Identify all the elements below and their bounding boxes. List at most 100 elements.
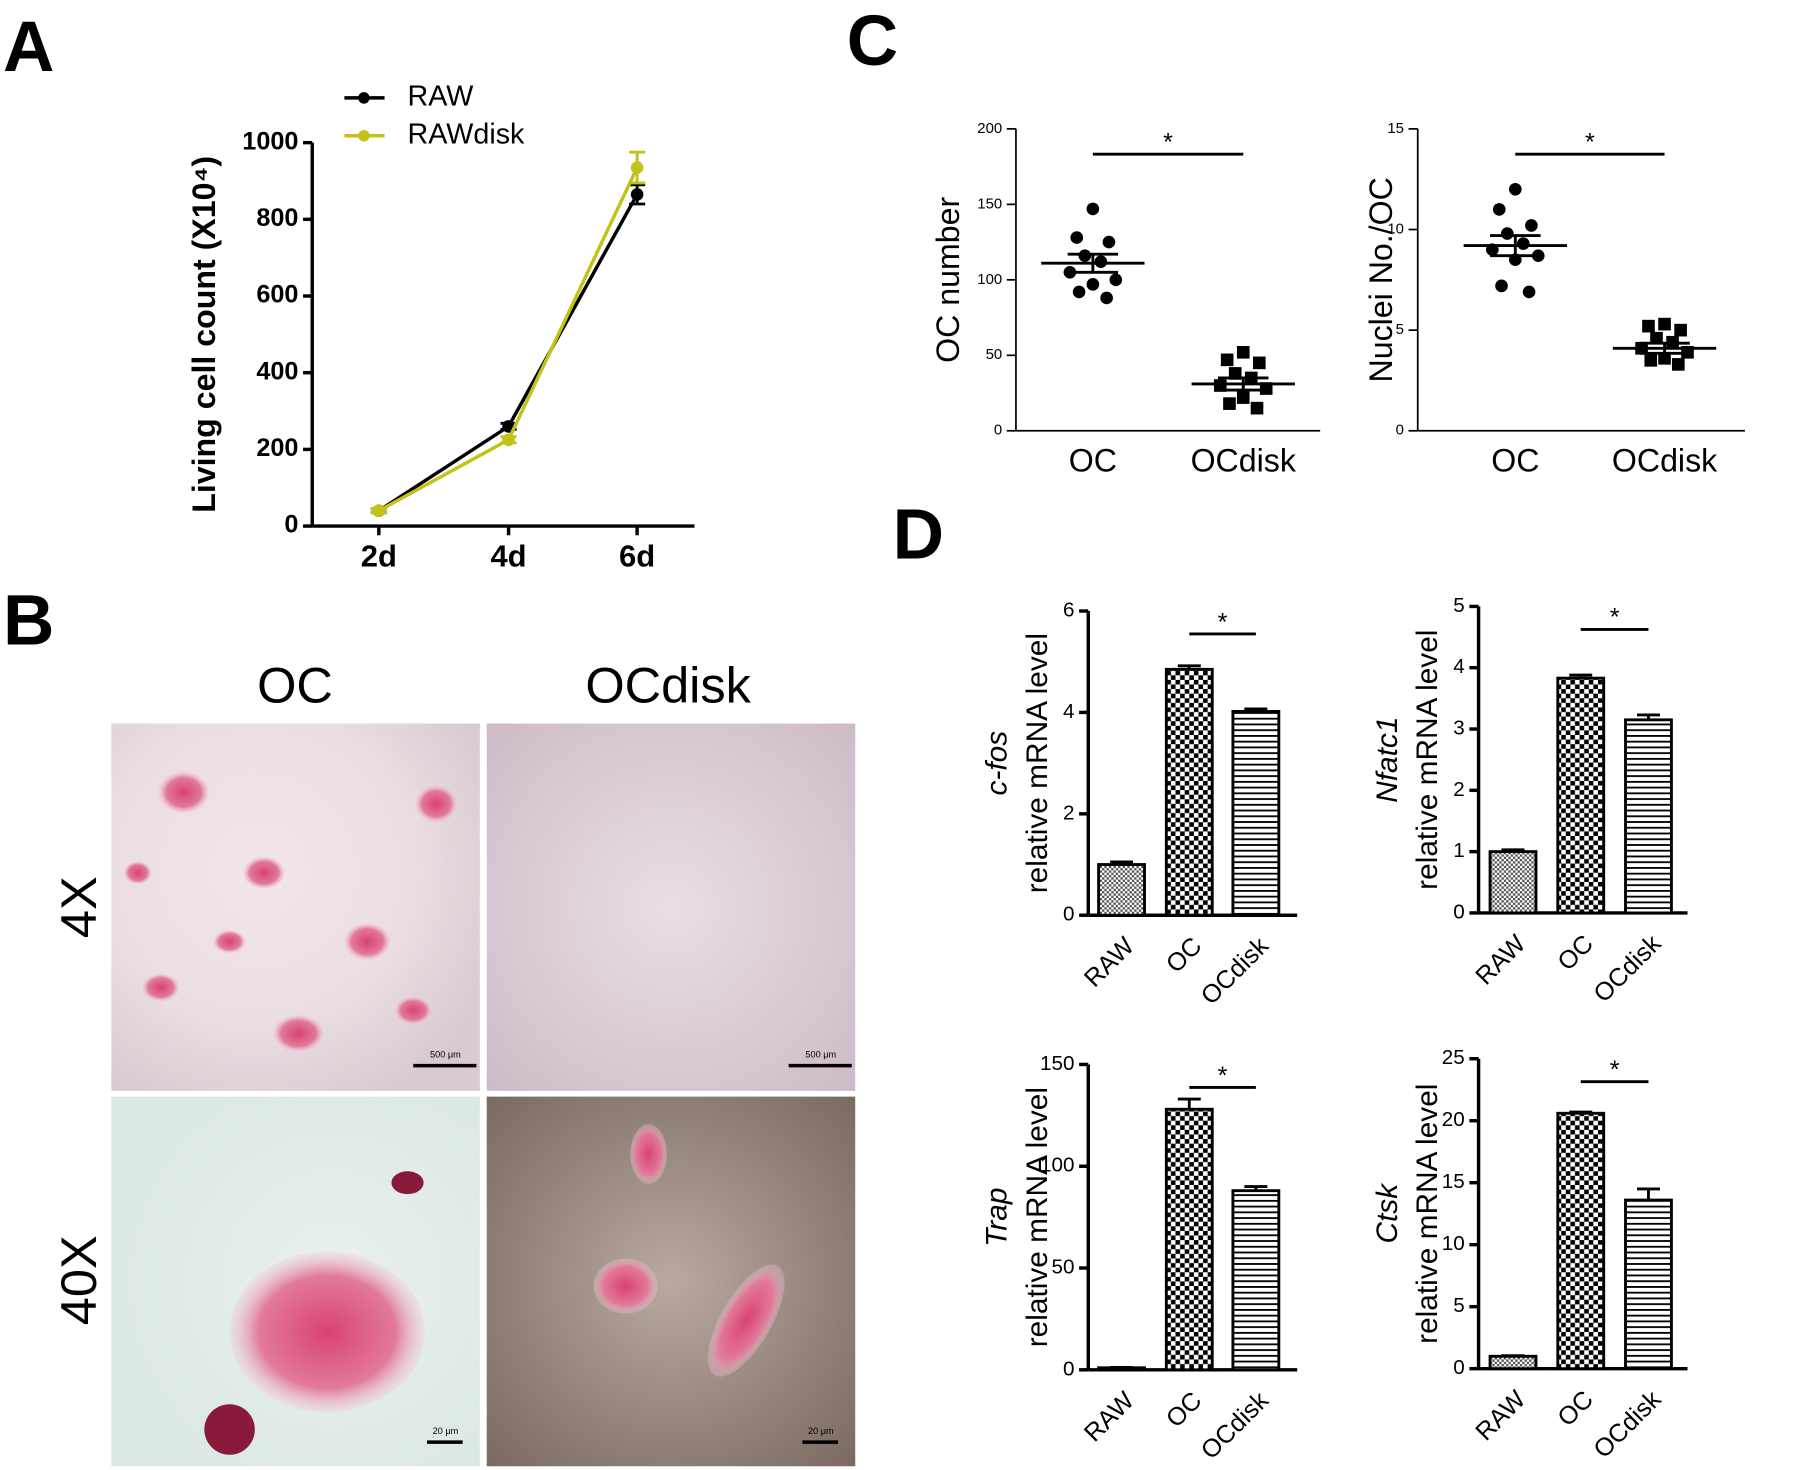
significance-label: * — [1163, 128, 1173, 156]
point — [502, 433, 515, 447]
point — [1070, 231, 1084, 244]
y-tick-label: 4 — [1063, 700, 1074, 723]
scale-bar-label: 20 μm — [808, 1426, 834, 1436]
point — [1658, 317, 1671, 331]
point — [1522, 285, 1536, 299]
y-label: relative mRNA level — [1411, 630, 1444, 890]
y-label: relative mRNA level — [1021, 633, 1054, 893]
y-tick-label: 50 — [1052, 1255, 1075, 1278]
panel-label: C — [847, 2, 898, 81]
bar — [1556, 1111, 1606, 1371]
legend-label: RAW — [408, 80, 474, 112]
x-tick-label: OC — [1161, 1387, 1208, 1434]
point — [630, 188, 644, 201]
column-label: OCdisk — [585, 656, 751, 713]
x-tick-label: RAW — [1470, 1385, 1531, 1446]
y-label-gene: c-fos — [981, 731, 1014, 796]
y-label: OC number — [930, 197, 966, 363]
y-label: relative mRNA level — [1021, 1087, 1054, 1347]
point — [1109, 273, 1123, 287]
stained-cell — [593, 1258, 658, 1314]
y-tick-label: 50 — [986, 346, 1003, 363]
point — [1650, 331, 1663, 345]
point — [1086, 278, 1100, 291]
y-tick-label: 6 — [1063, 598, 1074, 621]
x-tick-label: 4d — [490, 538, 526, 573]
scale-bar-label: 500 μm — [430, 1050, 461, 1060]
y-tick-label: 10 — [1387, 220, 1404, 237]
significance-label: * — [1610, 604, 1620, 632]
x-tick-label: OC — [1552, 1385, 1599, 1432]
y-tick-label: 800 — [256, 204, 298, 232]
y-tick-label: 5 — [1396, 321, 1404, 338]
error-bar — [1177, 1097, 1201, 1110]
series-line — [378, 166, 639, 513]
y-label-gene: Ctsk — [1371, 1182, 1404, 1244]
micrographs: OC OCdisk 4X 40X 500 μm 500 μm 20 μm 20 … — [50, 656, 856, 1467]
y-tick-label: 10 — [1442, 1232, 1465, 1255]
y-tick-label: 150 — [977, 195, 1002, 212]
x-tick-label: OC — [1491, 442, 1539, 478]
stained-cells — [123, 771, 457, 1052]
y-label: relative mRNA level — [1411, 1084, 1444, 1344]
x-tick-label: OCdisk — [1191, 442, 1297, 478]
y-tick-label: 20 — [1442, 1108, 1465, 1131]
stained-cell — [229, 1251, 425, 1413]
sem-bar — [1217, 376, 1269, 392]
point — [1517, 237, 1530, 250]
bar — [1231, 709, 1281, 917]
error-bar — [1636, 1187, 1660, 1201]
y-tick-label: 15 — [1387, 120, 1404, 137]
point — [1078, 249, 1092, 262]
series-line — [377, 193, 639, 513]
y-tick-label: 15 — [1442, 1170, 1465, 1193]
significance-label: * — [1610, 1056, 1620, 1084]
row-label: 40X — [50, 1235, 107, 1325]
x-tick-label: OC — [1161, 932, 1208, 979]
x-tick-label: RAW — [1079, 1386, 1140, 1447]
point — [1086, 202, 1100, 216]
y-label: Nuclei No./OC — [1363, 177, 1399, 382]
point — [1500, 227, 1514, 240]
x-tick-label: OCdisk — [1612, 442, 1718, 478]
stained-cell — [707, 1264, 785, 1377]
bar — [1624, 1198, 1673, 1371]
legend-marker — [358, 130, 370, 142]
y-tick-label: 0 — [994, 422, 1002, 439]
y-tick-label: 0 — [1063, 1357, 1074, 1380]
point — [1492, 203, 1506, 216]
y-tick-label: 2 — [1063, 801, 1074, 824]
x-tick-label: OC — [1069, 442, 1117, 478]
y-tick-label: 150 — [1040, 1052, 1074, 1075]
legend-label: RAWdisk — [408, 118, 526, 150]
point — [1094, 255, 1108, 269]
bar — [1097, 863, 1146, 917]
sem-bar — [1490, 234, 1541, 258]
bar — [1488, 1354, 1538, 1371]
y-tick-label: 5 — [1453, 594, 1465, 617]
y-tick-label: 100 — [1040, 1154, 1074, 1177]
y-tick-label: 4 — [1453, 655, 1465, 678]
y-tick-label: 200 — [256, 434, 298, 462]
scale-bar-label: 500 μm — [805, 1050, 836, 1060]
bar — [1097, 1366, 1146, 1372]
y-tick-label: 3 — [1453, 716, 1465, 739]
sem-bar — [1639, 341, 1690, 355]
panel-label: A — [3, 8, 54, 87]
y-tick-label: 0 — [1453, 900, 1465, 923]
significance-label: * — [1218, 1062, 1228, 1090]
y-tick-label: 0 — [284, 511, 298, 539]
point — [1223, 397, 1236, 410]
y-label-gene: Trap — [981, 1188, 1014, 1247]
point — [1674, 323, 1687, 337]
x-tick-label: OCdisk — [1196, 932, 1275, 1011]
y-tick-label: 0 — [1063, 903, 1074, 926]
point — [1236, 391, 1250, 404]
point — [1508, 182, 1522, 196]
bar — [1164, 667, 1214, 917]
x-tick-label: RAW — [1079, 932, 1140, 993]
point — [1100, 291, 1113, 305]
point — [1658, 352, 1671, 365]
